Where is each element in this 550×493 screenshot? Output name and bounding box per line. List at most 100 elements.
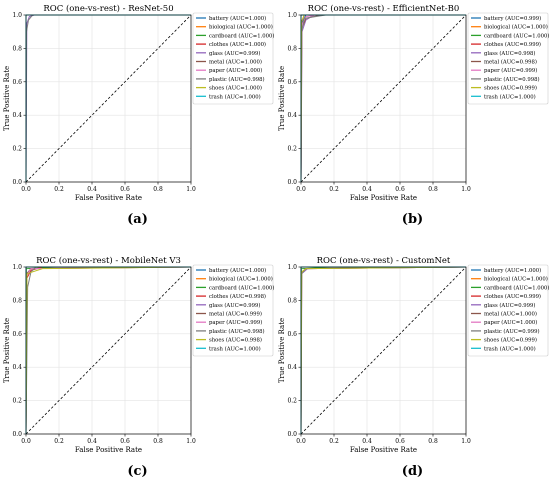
chance-diagonal (300, 266, 467, 435)
legend-entry: glass (AUC=0.998) (484, 50, 535, 57)
legend-entry: cardboard (AUC=1.000) (209, 32, 274, 39)
legend-entry: shoes (AUC=1.000) (209, 85, 262, 92)
y-tick-label: 0.6 (12, 79, 22, 86)
legend-entry: metal (AUC=0.998) (484, 59, 537, 66)
legend-entry: plastic (AUC=0.998) (209, 328, 265, 335)
legend-entry: plastic (AUC=0.999) (484, 328, 540, 335)
x-tick-label: 0.6 (395, 186, 405, 193)
caption-a: (a) (0, 212, 275, 227)
roc-chart-c: ROC (one-vs-rest) - MobileNet V3 0.00.0 0.… (3, 255, 274, 454)
caption-c-text: (c) (127, 464, 148, 479)
y-axis-label: True Positive Rate (278, 318, 286, 383)
legend-entry: battery (AUC=1.000) (209, 15, 266, 22)
y-tick-label: 0.4 (12, 364, 22, 371)
x-tick-label: 0.6 (120, 438, 130, 445)
y-tick-label: 0.0 (287, 431, 297, 438)
x-axis-label: False Positive Rate (350, 446, 417, 454)
legend-entry: paper (AUC=1.000) (484, 319, 537, 326)
legend-entry: shoes (AUC=0.999) (484, 337, 537, 344)
legend-entry: biological (AUC=1.000) (209, 24, 273, 31)
legend-entry: cardboard (AUC=1.000) (209, 284, 274, 291)
roc-panel-a: ROC (one-vs-rest) - ResNet-50 0.0 0.0 0.2 0.… (0, 0, 275, 241)
legend-entry: shoes (AUC=0.999) (484, 85, 537, 92)
chart-title: ROC (one-vs-rest) - MobileNet V3 (36, 255, 181, 266)
caption-a-text: (a) (127, 212, 148, 227)
legend-entry: trash (AUC=1.000) (209, 93, 261, 100)
x-tick-label: 1.0 (186, 186, 196, 193)
x-tick-label: 1.0 (461, 438, 471, 445)
legend-entry: paper (AUC=1.000) (209, 67, 262, 74)
legend-entry: plastic (AUC=0.998) (209, 76, 265, 83)
legend-entry: biological (AUC=1.000) (484, 24, 548, 31)
roc-panel-c: ROC (one-vs-rest) - MobileNet V3 0.0 0.0 0.… (0, 252, 275, 493)
y-tick-label: 0.2 (287, 398, 297, 405)
y-tick-label: 0.8 (287, 297, 297, 304)
y-axis-label: True Positive Rate (278, 66, 286, 131)
x-tick-label: 0.0 (21, 438, 31, 445)
x-axis-label: False Positive Rate (75, 194, 142, 202)
x-tick-label: 0.0 (296, 186, 306, 193)
x-tick-label: 0.4 (87, 438, 97, 445)
legend-entry: battery (AUC=1.000) (209, 267, 266, 274)
y-tick-label: 0.4 (287, 112, 297, 119)
legend-box (467, 12, 549, 105)
legend-entry: biological (AUC=1.000) (484, 276, 548, 283)
legend-entry: clothes (AUC=0.999) (484, 293, 541, 300)
legend-entry: paper (AUC=0.999) (484, 67, 537, 74)
legend-entry: battery (AUC=1.000) (484, 267, 541, 274)
y-tick-label: 0.8 (12, 45, 22, 52)
legend-entry: cardboard (AUC=1.000) (484, 284, 549, 291)
legend-entry: trash (AUC=1.000) (484, 345, 536, 352)
x-tick-label: 1.0 (186, 438, 196, 445)
roc-chart-b: ROC (one-vs-rest) - EfficientNet-B00.00.… (278, 3, 549, 202)
x-axis-label: False Positive Rate (75, 446, 142, 454)
y-tick-label: 0.8 (287, 45, 297, 52)
plot-frame (300, 14, 467, 183)
plot-frame (25, 266, 192, 435)
legend-entry: metal (AUC=0.999) (209, 311, 262, 318)
roc-panel-b: ROC (one-vs-rest) - EfficientNet-B0 0.0 0.… (275, 0, 550, 241)
x-tick-label: 1.0 (461, 186, 471, 193)
roc-chart-d: ROC (one-vs-rest) - CustomNet 0.00.0 0.2 0.… (278, 255, 549, 454)
legend-entry: plastic (AUC=0.998) (484, 76, 540, 83)
chart-title: ROC (one-vs-rest) - EfficientNet-B0 (308, 3, 460, 14)
y-tick-label: 1.0 (287, 264, 297, 271)
legend-entry: clothes (AUC=1.000) (209, 41, 266, 48)
legend-entry: clothes (AUC=0.998) (209, 293, 266, 300)
x-tick-label: 0.4 (362, 186, 372, 193)
x-tick-label: 0.8 (153, 438, 163, 445)
y-tick-label: 0.6 (287, 79, 297, 86)
legend-entry: metal (AUC=1.000) (484, 311, 537, 318)
roc-chart-a: ROC (one-vs-rest) - ResNet-50 0.00.0 0.2 0.… (3, 3, 274, 202)
legend-entry: battery (AUC=0.999) (484, 15, 541, 22)
y-tick-label: 0.0 (287, 179, 297, 186)
legend: battery (AUC=1.000) biological (AUC=1.000… (192, 12, 274, 105)
caption-d-text: (d) (401, 464, 424, 479)
x-tick-label: 0.6 (120, 186, 130, 193)
legend-entry: clothes (AUC=0.999) (484, 41, 541, 48)
x-tick-label: 0.8 (428, 438, 438, 445)
plot-frame (300, 266, 467, 435)
caption-c: (c) (0, 464, 275, 479)
y-tick-label: 1.0 (287, 12, 297, 19)
y-tick-label: 1.0 (12, 12, 22, 19)
legend-box (192, 264, 274, 357)
y-tick-label: 1.0 (12, 264, 22, 271)
caption-b-text: (b) (401, 212, 424, 227)
x-tick-label: 0.2 (54, 186, 64, 193)
y-axis-label: True Positive Rate (3, 318, 11, 383)
legend-entry: trash (AUC=1.000) (484, 93, 536, 100)
caption-b: (b) (275, 212, 550, 227)
legend-entry: biological (AUC=1.000) (209, 276, 273, 283)
x-tick-label: 0.8 (428, 186, 438, 193)
x-axis-label: False Positive Rate (350, 194, 417, 202)
y-axis-label: True Positive Rate (3, 66, 11, 131)
legend: battery (AUC=0.999) biological (AUC=1.000… (467, 12, 549, 105)
legend-entry: trash (AUC=1.000) (209, 345, 261, 352)
y-tick-label: 0.2 (12, 398, 22, 405)
roc-panel-d: ROC (one-vs-rest) - CustomNet 0.0 0.0 0.2 0.… (275, 252, 550, 493)
legend-entry: glass (AUC=0.999) (209, 50, 260, 57)
x-tick-label: 0.4 (87, 186, 97, 193)
y-tick-label: 0.4 (287, 364, 297, 371)
x-tick-label: 0.8 (153, 186, 163, 193)
